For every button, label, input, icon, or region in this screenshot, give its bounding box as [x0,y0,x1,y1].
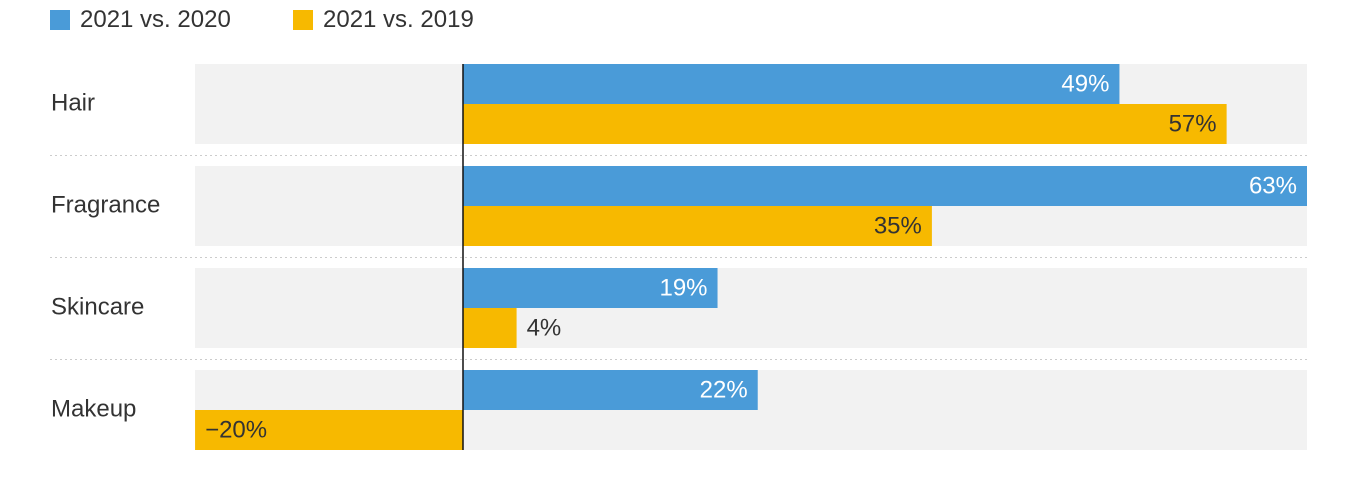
bar-fragrance-series-1 [463,166,1307,206]
category-label-makeup: Makeup [51,395,136,422]
legend-swatch-2021-vs-2020 [50,10,70,30]
bar-skincare-series-2 [463,308,517,348]
data-label-hair-series-2: 57% [1169,110,1217,137]
category-label-skincare: Skincare [51,293,144,320]
legend-swatch-2021-vs-2019 [293,10,313,30]
bar-fragrance-series-2 [463,206,932,246]
data-label-makeup-series-2: −20% [205,416,267,443]
legend-label-2021-vs-2020: 2021 vs. 2020 [80,6,231,33]
data-label-fragrance-series-2: 35% [874,212,922,239]
bar-hair-series-2 [463,104,1227,144]
legend-item-2021-vs-2019: 2021 vs. 2019 [293,4,474,36]
data-label-makeup-series-1: 22% [700,376,748,403]
category-label-hair: Hair [51,89,95,116]
legend-label-2021-vs-2019: 2021 vs. 2019 [323,6,474,33]
category-label-fragrance: Fragrance [51,191,160,218]
data-label-hair-series-1: 49% [1061,70,1109,97]
data-label-skincare-series-1: 19% [659,274,707,301]
data-label-fragrance-series-1: 63% [1249,172,1297,199]
legend-item-2021-vs-2020: 2021 vs. 2020 [50,4,231,36]
bar-skincare-series-1 [463,268,718,308]
bar-makeup-series-1 [463,370,758,410]
row-panel-skincare [195,268,1307,348]
data-label-skincare-series-2: 4% [527,314,562,341]
bar-hair-series-1 [463,64,1120,104]
bar-makeup-series-2 [195,410,464,450]
